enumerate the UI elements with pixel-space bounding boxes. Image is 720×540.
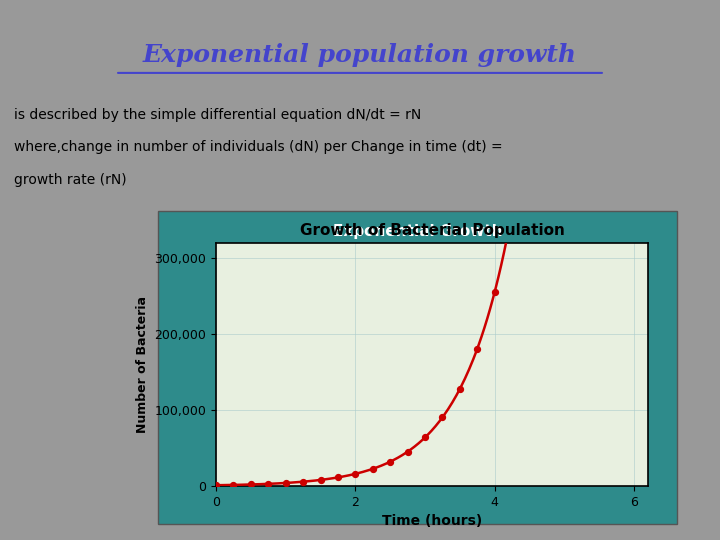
Point — [437, 413, 449, 422]
Text: Exponential population growth: Exponential population growth — [143, 43, 577, 67]
Text: where,change in number of individuals (dN) per Change in time (dt) =: where,change in number of individuals (d… — [14, 140, 503, 154]
Point — [228, 481, 239, 489]
Point — [523, 93, 535, 102]
FancyBboxPatch shape — [158, 211, 677, 524]
Point — [489, 287, 500, 296]
Point — [332, 473, 343, 482]
Point — [472, 345, 483, 353]
Point — [419, 433, 431, 442]
Point — [402, 447, 413, 456]
Point — [245, 480, 256, 489]
Point — [350, 470, 361, 478]
Point — [367, 464, 379, 473]
Point — [454, 384, 466, 393]
Point — [263, 480, 274, 488]
X-axis label: Time (hours): Time (hours) — [382, 514, 482, 528]
Point — [280, 478, 292, 487]
Text: is described by the simple differential equation dN/dt = rN: is described by the simple differential … — [14, 108, 422, 122]
Point — [297, 477, 309, 486]
Point — [210, 481, 222, 490]
Point — [506, 207, 518, 216]
Text: growth rate (rN): growth rate (rN) — [14, 173, 127, 187]
Y-axis label: Number of Bacteria: Number of Bacteria — [136, 296, 149, 433]
Text: Exponential Growth: Exponential Growth — [333, 224, 503, 239]
Title: Growth of Bacterial Population: Growth of Bacterial Population — [300, 222, 564, 238]
Point — [315, 476, 326, 484]
Point — [384, 457, 396, 466]
